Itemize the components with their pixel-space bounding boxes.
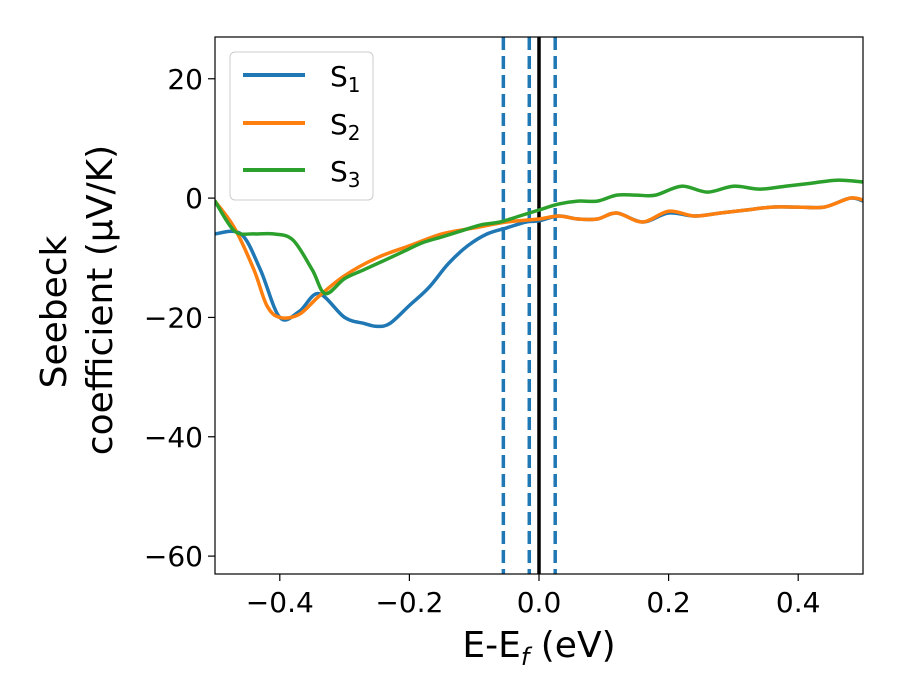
y-axis-label-line-2: coefficient (μV/K) [80,145,121,455]
legend-box [229,51,374,201]
x-tick-label: 0.2 [646,586,691,619]
x-tick-label: −0.2 [375,586,443,619]
legend-label-s1: S1 [330,60,361,97]
x-tick-label: 0.4 [776,586,821,619]
series-line-s2 [215,196,863,320]
y-axis-label-line-1: Seebeck [34,235,75,388]
x-tick-label: 0.0 [517,586,562,619]
y-tick-label: 20 [167,63,203,96]
legend-label-s2: S2 [330,108,361,145]
y-tick-label: −60 [144,540,203,573]
y-tick-label: −20 [144,301,203,334]
x-axis-label-main: E-E [462,625,520,666]
legend-label-s3: S3 [330,155,361,192]
x-axis-label: E-Ef (eV) [462,625,615,671]
y-tick-label: 0 [185,182,203,215]
x-axis-label-tail: (eV) [529,625,615,666]
series-lines [215,178,863,329]
y-axis: 20 0 −20 −40 −60 [144,63,215,573]
y-tick-label: −40 [144,421,203,454]
vertical-lines [501,37,557,574]
series-line-s3 [215,178,863,296]
legend: S1 S2 S3 [229,51,374,201]
x-tick-label: −0.4 [246,586,314,619]
plot-area [214,36,864,575]
x-axis: −0.4 −0.2 0.0 0.2 0.4 [246,574,821,619]
